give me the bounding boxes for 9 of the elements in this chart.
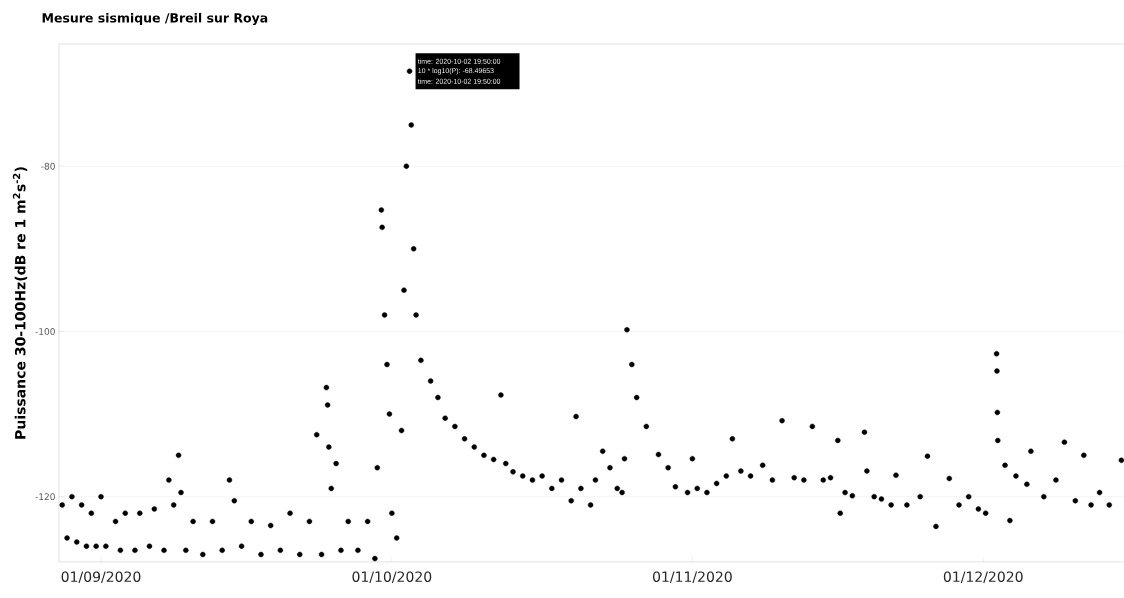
y-tick-label: -100: [35, 328, 55, 335]
x-tick-label: 01/09/2020: [61, 571, 141, 584]
x-tick-label: 01/11/2020: [652, 571, 732, 584]
chart-title: Mesure sismique /Breil sur Roya: [42, 12, 268, 26]
y-tick-label: -80: [41, 162, 55, 170]
y-tick-label: -120: [35, 493, 55, 501]
x-tick-label: 01/12/2020: [943, 571, 1023, 584]
y-axis-title: Puissance 30-100Hz(dB re 1 m$^{2}$s$^{-2}$): [12, 167, 28, 439]
x-tick-label: 01/10/2020: [352, 571, 432, 584]
